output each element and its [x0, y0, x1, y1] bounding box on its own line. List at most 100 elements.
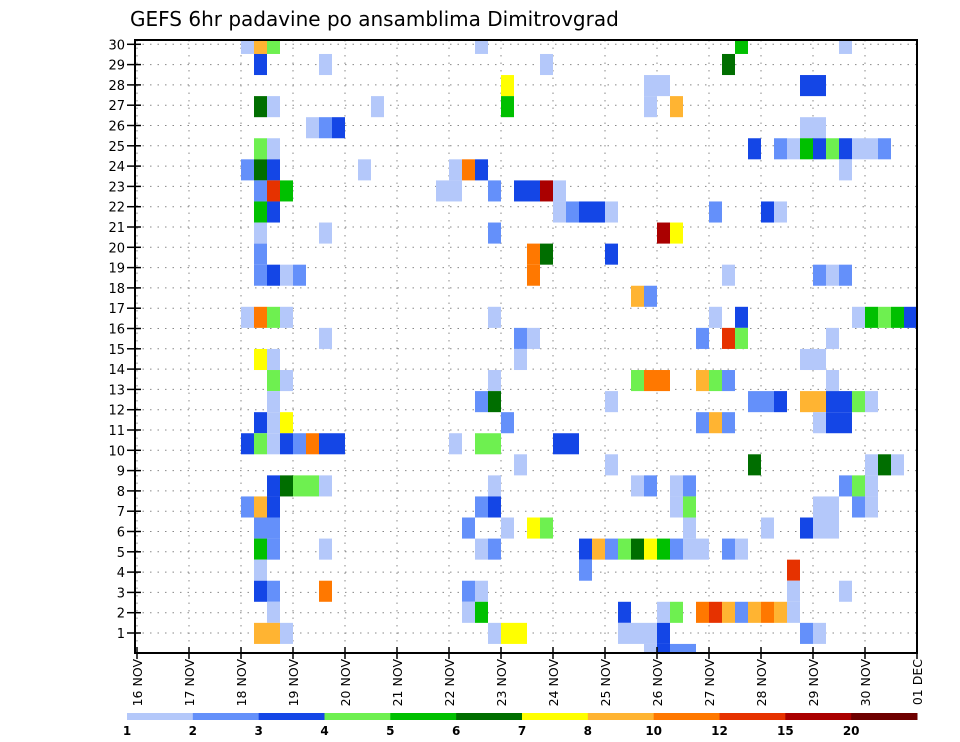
cell	[722, 538, 735, 560]
x-tick-label: 28 NOV	[754, 659, 769, 707]
cell	[514, 180, 527, 202]
cell	[267, 433, 280, 455]
cell	[709, 601, 722, 623]
cell	[488, 306, 501, 328]
x-tick-label: 18 NOV	[234, 659, 249, 707]
y-tick-label: 4	[117, 566, 125, 581]
cell	[735, 41, 748, 54]
cell	[839, 580, 852, 602]
y-tick-label: 15	[108, 343, 125, 358]
y-tick-label: 10	[108, 444, 125, 459]
cell	[683, 496, 696, 518]
y-tick-label: 7	[117, 505, 125, 520]
cell	[527, 517, 540, 539]
cell	[800, 622, 813, 644]
cell	[501, 96, 514, 118]
cell	[839, 391, 852, 413]
cell	[839, 475, 852, 497]
cell	[254, 264, 267, 286]
x-tick-label: 21 NOV	[390, 659, 405, 707]
cell	[748, 138, 761, 160]
legend-swatch	[851, 713, 918, 720]
cell	[813, 117, 826, 139]
y-tick-label: 11	[108, 424, 125, 439]
cell	[683, 643, 696, 652]
y-tick-label: 30	[108, 38, 125, 53]
y-tick-label: 8	[117, 485, 125, 500]
cell	[254, 433, 267, 455]
cell	[475, 159, 488, 181]
cell	[852, 475, 865, 497]
cell	[267, 180, 280, 202]
cell	[501, 622, 514, 644]
cell	[267, 391, 280, 413]
cell	[670, 96, 683, 118]
cell	[488, 370, 501, 392]
cell	[267, 580, 280, 602]
legend-label: 3	[254, 724, 262, 738]
cell	[683, 538, 696, 560]
cell	[722, 412, 735, 434]
cell	[670, 496, 683, 518]
y-tick-label: 29	[108, 59, 125, 74]
cell	[800, 517, 813, 539]
y-tick-label: 27	[108, 99, 125, 114]
cell	[319, 327, 332, 349]
cell	[254, 138, 267, 160]
cell	[475, 41, 488, 54]
legend-swatch	[127, 713, 194, 720]
cell	[501, 75, 514, 97]
cell	[735, 327, 748, 349]
cell	[332, 433, 345, 455]
cell	[878, 306, 891, 328]
cell	[891, 306, 904, 328]
cell	[878, 454, 891, 476]
cell	[722, 370, 735, 392]
cell	[579, 559, 592, 581]
cell	[462, 601, 475, 623]
cell	[254, 306, 267, 328]
cell	[527, 243, 540, 265]
cell	[696, 327, 709, 349]
cell	[670, 601, 683, 623]
cell	[449, 180, 462, 202]
cell	[254, 412, 267, 434]
cell	[631, 285, 644, 307]
y-tick-label: 25	[108, 140, 125, 155]
cell	[462, 580, 475, 602]
cell	[826, 391, 839, 413]
x-tick-label: 24 NOV	[546, 659, 561, 707]
x-tick-label: 30 NOV	[858, 659, 873, 707]
y-tick-label: 16	[108, 323, 125, 338]
cell	[267, 264, 280, 286]
cell	[670, 643, 683, 652]
legend-swatch	[522, 713, 589, 720]
cell	[761, 201, 774, 223]
cell	[761, 601, 774, 623]
y-tick-label: 9	[117, 465, 125, 480]
cell	[787, 580, 800, 602]
cell	[501, 517, 514, 539]
cell	[280, 622, 293, 644]
cell	[787, 138, 800, 160]
legend-swatch	[719, 713, 786, 720]
cell	[306, 117, 319, 139]
cell	[683, 475, 696, 497]
y-tick-label: 18	[108, 282, 125, 297]
x-tick-label: 26 NOV	[650, 659, 665, 707]
cell	[748, 454, 761, 476]
cell	[319, 117, 332, 139]
cell	[891, 454, 904, 476]
cell	[514, 454, 527, 476]
cell	[657, 75, 670, 97]
cell	[241, 306, 254, 328]
cell	[605, 538, 618, 560]
cell	[774, 601, 787, 623]
cell	[813, 75, 826, 97]
cell	[839, 412, 852, 434]
cell	[774, 391, 787, 413]
cell	[618, 538, 631, 560]
cell	[657, 601, 670, 623]
cell	[501, 412, 514, 434]
